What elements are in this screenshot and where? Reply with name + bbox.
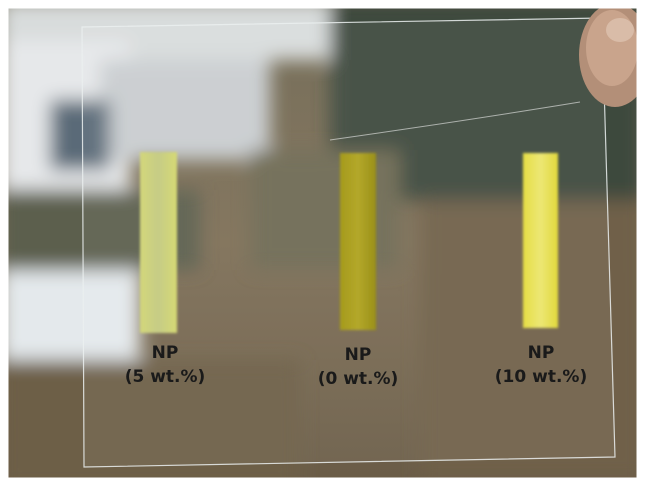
sample-name: NP <box>528 343 555 363</box>
page: {"samples": [ {"name": "NP", "concentrat… <box>0 0 645 486</box>
strip-10 <box>523 153 558 328</box>
sample-name: NP <box>345 345 372 365</box>
strip-0 <box>340 153 376 330</box>
sample-concentration: (0 wt.%) <box>318 369 399 389</box>
sample-name: NP <box>152 343 179 363</box>
strip-5 <box>140 152 177 333</box>
sample-concentration: (10 wt.%) <box>495 367 587 387</box>
sample-concentration: (5 wt.%) <box>125 367 206 387</box>
photo: NP (5 wt.%) NP (0 wt.%) NP (10 wt.%) <box>0 0 645 486</box>
